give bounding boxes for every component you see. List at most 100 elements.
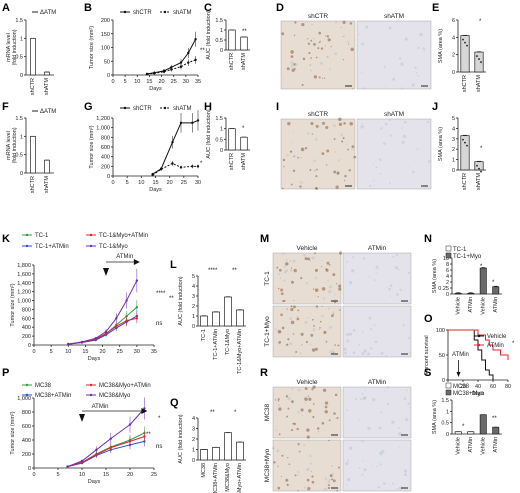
stain-speck [429,122,431,124]
stain-speck [311,348,316,352]
panel-K-ytick-label: 1,600 [17,272,31,278]
panel-J-ytick-label: 3 [452,137,455,143]
panel-K-xtick-label: 5 [50,349,53,355]
stain-speck [314,288,319,292]
data-point [464,41,466,44]
legend-label-K1: TC-1+ATMin [35,244,69,250]
panel-E: 0 2 4 6 SMA (area %) shCTR shATM * [438,18,486,92]
category-label-F: shCTR [30,176,36,193]
stain-speck [398,432,402,436]
panel-O: 050100020406080DaysPercent survivalVehic… [424,328,515,397]
stain-speck [303,444,306,447]
stain-speck [414,66,417,69]
stain-speck [316,307,319,309]
micrograph-image [342,252,412,305]
stain-speck [370,347,373,350]
stain-speck [332,311,335,314]
stain-speck [311,24,313,26]
stain-speck [330,45,332,48]
stain-speck [329,474,333,478]
stain-speck [291,400,294,404]
panel-H-ytick-label: 0.5 [215,137,223,143]
data-point [462,38,464,41]
panel-J-ytick-label: 1 [452,158,455,164]
stain-speck [286,67,290,71]
panel-B-xtick-label: 10 [134,79,140,85]
stain-speck [339,443,341,445]
stain-speck [286,153,289,157]
stain-speck [304,257,308,261]
stain-speck [314,347,318,351]
panel-P-xtick-label: 15 [103,472,109,478]
stain-speck [281,454,284,457]
panel-O-ytick-label: 0 [442,378,445,384]
stain-speck [333,170,337,174]
stain-speck [347,484,349,486]
stain-speck [291,141,293,143]
panel-G-xtick-label: 0 [111,180,114,186]
stain-speck [411,83,415,87]
stain-speck [290,280,294,284]
stain-speck [306,467,310,472]
stain-speck [377,486,381,489]
legend-label-K0: TC-1 [35,233,49,239]
stain-speck [361,331,364,333]
panel-label-I: I [276,101,279,113]
stain-speck [346,260,349,263]
bar-L-2 [224,296,232,327]
panel-B-xtick-label: 0 [111,79,114,85]
annotation-O: ATMin [452,352,469,358]
stain-speck [289,24,291,26]
stain-speck [309,455,312,458]
bar-L-1 [212,311,220,327]
micrograph-image [342,439,412,492]
stain-speck [318,41,321,44]
stain-speck [367,282,369,284]
significance-marker: * [462,424,465,430]
stain-speck [337,344,340,347]
bar-N-1 [467,292,475,295]
series-point-B-0 [187,51,190,55]
panel-label-G: G [84,101,93,113]
series-point-P-3 [128,423,132,426]
stain-speck [305,282,309,285]
stain-speck [331,478,334,481]
stain-speck [325,282,327,284]
stain-speck [293,299,295,301]
stain-speck [277,272,281,276]
stain-speck [382,482,386,485]
stain-speck [356,45,358,47]
panel-N-ytick-label: 2 [446,280,449,286]
panel-J-ytick-label: 4 [452,126,455,132]
stain-speck [331,465,333,467]
panel-F-ylabel: mRNA level [6,131,12,160]
series-point-B-1 [194,58,197,62]
panel-H-ytick-label: 1 [220,127,223,133]
stain-speck [368,316,372,320]
stain-speck [286,308,288,310]
panel-P-xtick-label: 0 [32,472,35,478]
category-label-A: shCTR [30,78,36,95]
legend-marker [25,383,29,387]
series-point-K-3 [67,342,70,346]
stain-speck [314,137,318,141]
stain-speck [332,30,334,32]
stain-speck [276,266,279,269]
series-point-B-1 [187,61,190,64]
series-point-B-1 [170,68,173,71]
stain-speck [321,422,325,425]
panel-label-R: R [260,367,268,379]
panel-A-ytick-label: 1 [20,36,23,42]
stain-speck [304,395,306,397]
legend-marker [89,383,93,387]
stain-speck [323,487,328,491]
series-line-O-1 [448,329,509,360]
panel-A-ylabel: (fold induction) [12,29,18,65]
stain-speck [314,268,319,272]
stain-speck [289,341,293,346]
annotation-P: ATMin [92,404,109,410]
category-label-A: shATM [44,78,50,95]
panel-P-xtick-label: 10 [79,472,85,478]
